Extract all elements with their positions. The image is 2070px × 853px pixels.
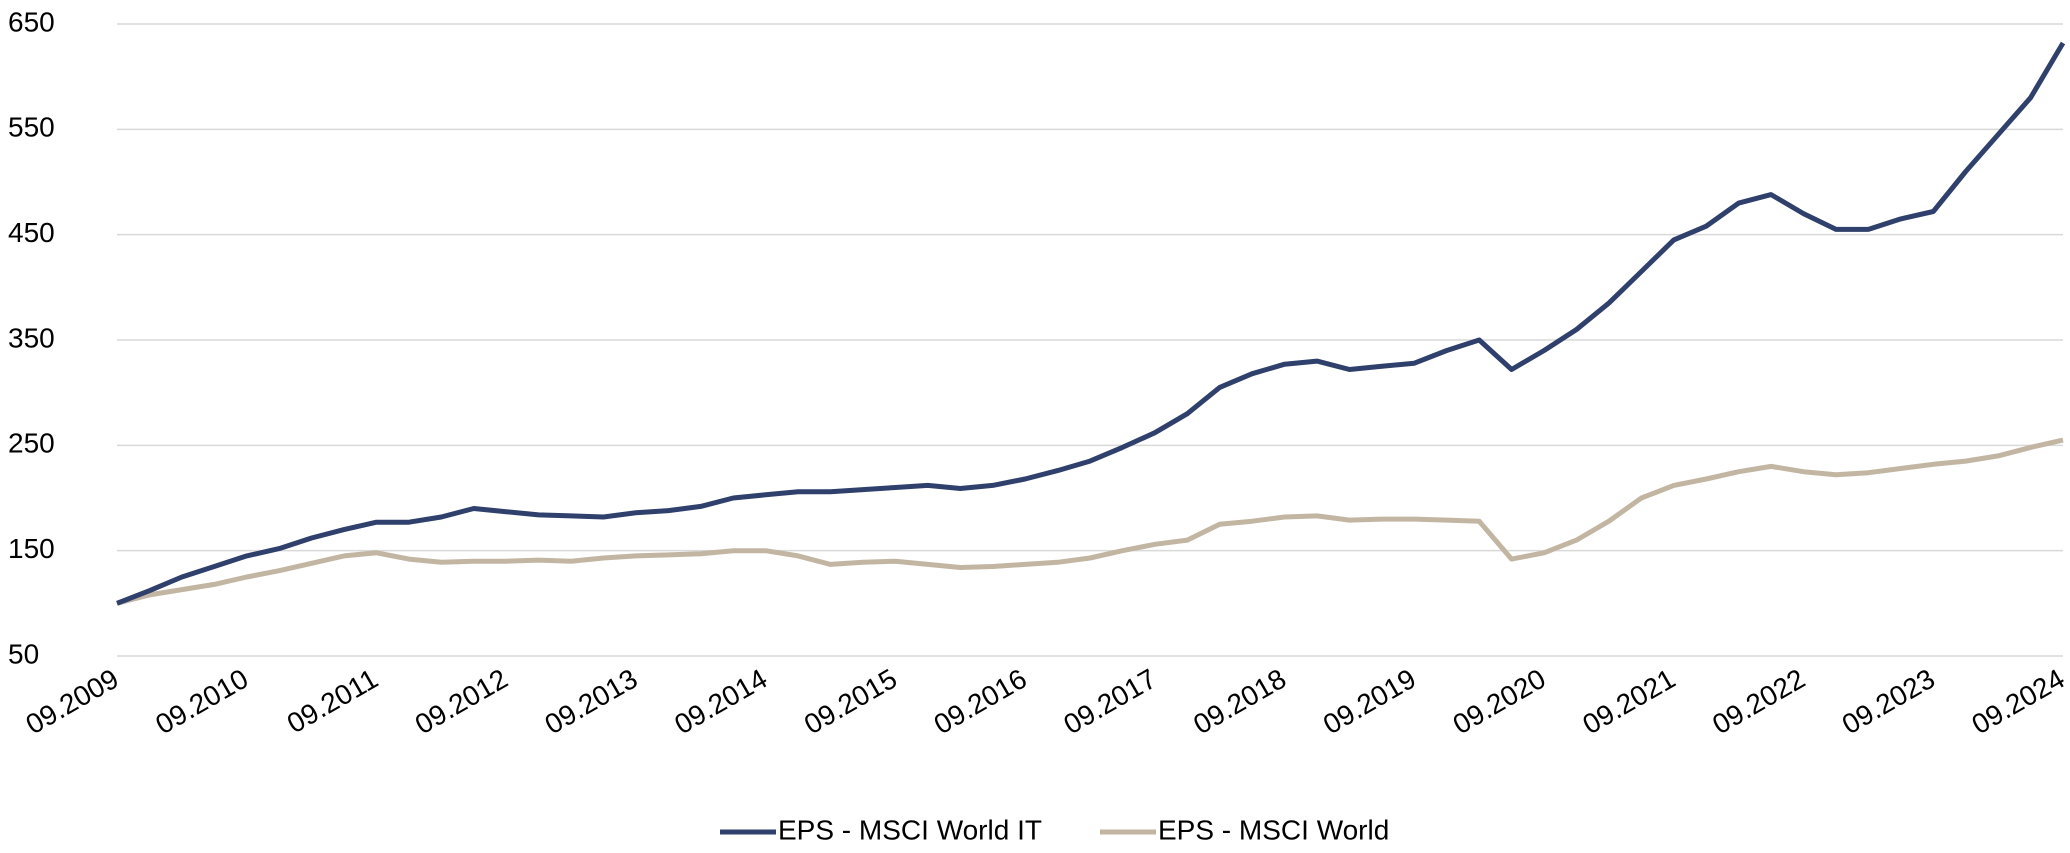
- legend-item: EPS - MSCI World IT: [720, 814, 1042, 845]
- x-tick-label: 09.2020: [1448, 663, 1551, 740]
- x-tick-label: 09.2023: [1837, 663, 1940, 740]
- y-tick-label: 50: [8, 638, 39, 669]
- x-tick-label: 09.2010: [150, 663, 253, 740]
- legend-label: EPS - MSCI World IT: [778, 814, 1042, 845]
- x-tick-label: 09.2013: [539, 663, 642, 740]
- legend-label: EPS - MSCI World: [1158, 814, 1389, 845]
- y-tick-label: 550: [8, 112, 55, 143]
- y-tick-label: 350: [8, 322, 55, 353]
- y-tick-label: 150: [8, 533, 55, 564]
- x-tick-label: 09.2011: [282, 663, 383, 739]
- x-tick-label: 09.2009: [21, 663, 124, 740]
- x-tick-label: 09.2018: [1188, 663, 1291, 740]
- x-tick-label: 09.2014: [669, 663, 772, 740]
- x-tick-label: 09.2015: [799, 663, 902, 740]
- x-tick-label: 09.2022: [1707, 663, 1810, 740]
- line-series: [116, 437, 2064, 606]
- x-tick-label: 09.2019: [1318, 663, 1421, 740]
- line-series: [116, 41, 2066, 606]
- x-tick-label: 09.2012: [410, 663, 513, 740]
- x-tick-label: 09.2016: [929, 663, 1032, 740]
- x-tick-label: 09.2017: [1058, 663, 1161, 740]
- y-tick-label: 450: [8, 217, 55, 248]
- x-tick-label: 09.2024: [1967, 663, 2070, 740]
- x-tick-label: 09.2021: [1577, 663, 1680, 740]
- y-tick-label: 650: [8, 6, 55, 37]
- legend-item: EPS - MSCI World: [1100, 814, 1389, 845]
- y-tick-label: 250: [8, 428, 55, 459]
